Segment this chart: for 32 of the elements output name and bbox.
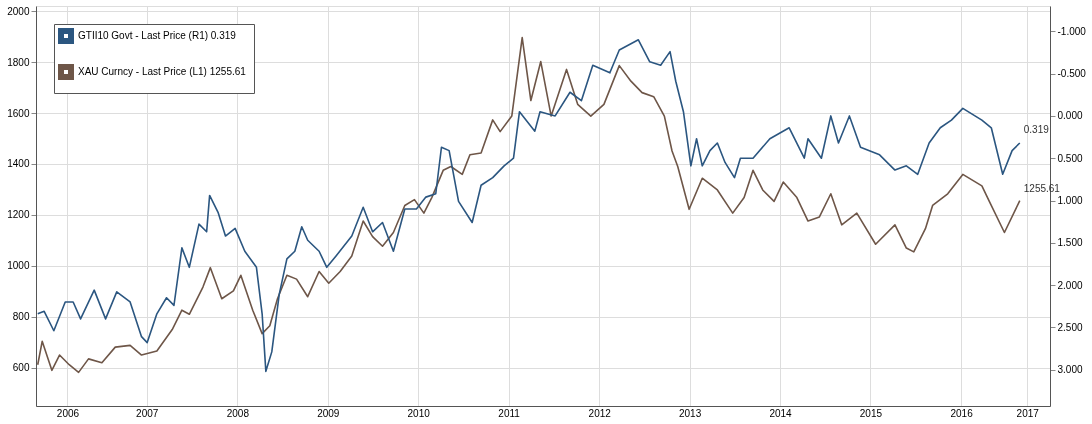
x-tick-label: 2008: [226, 407, 250, 419]
y-tick-label: 1400: [7, 158, 30, 170]
x-tick-label: 2010: [407, 407, 431, 419]
legend-label: GTII10 Govt - Last Price (R1) 0.319: [78, 30, 237, 41]
x-tick-label: 2014: [769, 407, 793, 419]
y-tick-label: 1200: [7, 209, 30, 221]
y-tick-label: 800: [12, 311, 30, 323]
annotation: 0.319: [1023, 123, 1050, 135]
x-tick-label: 2016: [950, 407, 974, 419]
y2-tick-label: 1.500: [1057, 237, 1083, 249]
y2-tick-label: 0.500: [1057, 152, 1083, 164]
x-tick-label: 2015: [859, 407, 883, 419]
y2-tick-label: -1.000: [1057, 25, 1087, 37]
y2-tick-label: 2.500: [1057, 321, 1083, 333]
y2-tick-label: 0.000: [1057, 110, 1083, 122]
x-tick-label: 2012: [588, 407, 612, 419]
y-tick-label: 2000: [7, 5, 30, 17]
x-tick-label: 2007: [136, 407, 159, 419]
legend-label: XAU Curncy - Last Price (L1) 1255.61: [78, 66, 247, 77]
y-tick-label: 1600: [7, 107, 30, 119]
x-tick-label: 2011: [498, 407, 521, 419]
x-tick-label: 2017: [1016, 407, 1040, 419]
y2-tick-label: 3.000: [1057, 364, 1083, 376]
x-tick-label: 2013: [679, 407, 702, 419]
y2-tick-label: -0.500: [1057, 68, 1087, 80]
y-tick-label: 1800: [7, 56, 30, 68]
x-tick-label: 2009: [317, 407, 340, 419]
x-tick-label: 2006: [56, 407, 80, 419]
y-tick-label: 600: [12, 362, 30, 374]
y-tick-label: 1000: [7, 260, 30, 272]
y2-tick-label: 1.000: [1057, 195, 1083, 206]
y2-tick-label: 2.000: [1057, 279, 1083, 291]
